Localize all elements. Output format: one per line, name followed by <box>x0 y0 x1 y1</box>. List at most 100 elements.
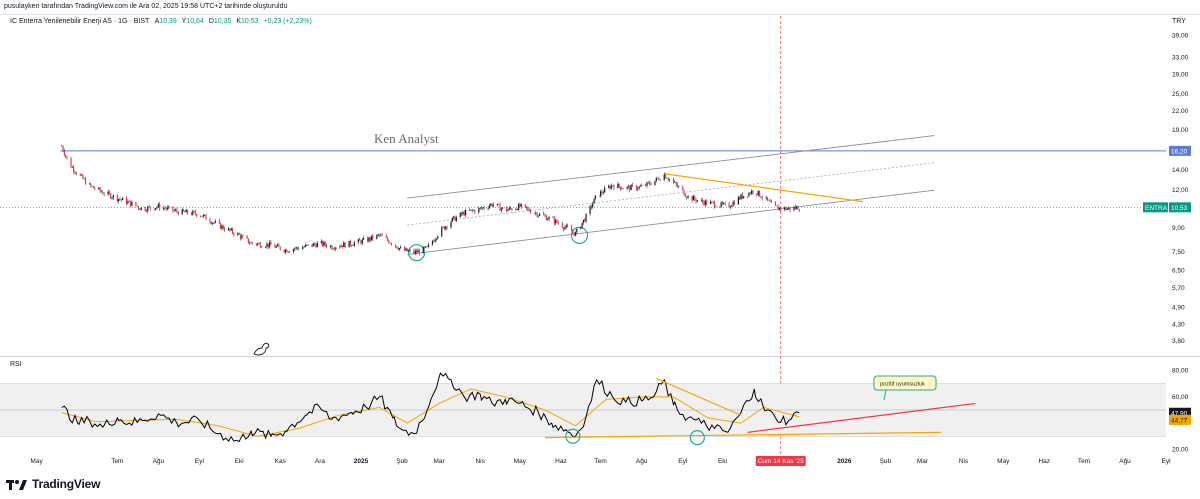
candle-body <box>434 239 436 242</box>
pane-separator[interactable] <box>0 356 1200 357</box>
candle-body <box>343 242 345 248</box>
candle-body <box>462 212 464 215</box>
candle-body <box>192 210 194 215</box>
candle-body <box>302 247 304 250</box>
candle-body <box>463 212 465 216</box>
candle-body <box>84 178 87 185</box>
candle-body <box>230 228 232 231</box>
candle-body <box>600 191 602 197</box>
candle-body <box>500 208 502 211</box>
candle-body <box>743 196 745 199</box>
candle-body <box>441 227 443 237</box>
candle-body <box>684 195 687 197</box>
candle-body <box>116 195 118 202</box>
candle-body <box>316 242 318 248</box>
candle-body <box>566 225 569 227</box>
candle-body <box>703 201 705 205</box>
close-value: 10,53 <box>241 18 259 25</box>
candle-body <box>284 249 287 253</box>
candle-body <box>292 249 295 252</box>
candle-body <box>196 214 198 217</box>
candle-body <box>770 201 773 203</box>
candle-body <box>287 251 289 253</box>
candle-body <box>502 207 504 209</box>
price-axis[interactable]: 39,00 33,00 29,00 25,00 22,00 19,00 14,00 12,00… <box>1172 33 1189 454</box>
candle-body <box>103 193 105 195</box>
candle-body <box>576 228 578 233</box>
brand-footer[interactable]: TradingView <box>6 476 100 492</box>
candle-body <box>79 173 81 176</box>
candle-body <box>733 201 736 205</box>
candle-body <box>65 155 67 157</box>
candle-body <box>394 244 397 247</box>
candle-body <box>398 248 400 250</box>
candle-body <box>724 203 726 204</box>
rsi-resistance-trendline <box>656 377 742 416</box>
candle-body <box>797 206 799 210</box>
candle-body <box>584 219 586 222</box>
time-tick-label: Eyl <box>678 458 688 465</box>
candle-body <box>539 213 541 216</box>
candle-body <box>303 246 305 248</box>
time-axis[interactable]: May Tem Ağu Eyl Eki Kas Ara 2025 Şub Mar Nis May Haz… <box>30 456 1171 466</box>
candle-body <box>555 219 557 224</box>
candle-body <box>333 248 336 250</box>
candle-body <box>279 246 281 250</box>
candle-body <box>126 197 128 204</box>
candle-body <box>696 200 698 202</box>
candle-body <box>709 201 712 205</box>
candle-body <box>181 209 183 215</box>
candle-body <box>304 245 306 247</box>
candle-body <box>194 211 197 215</box>
time-tick-label: Tem <box>1078 458 1090 465</box>
rsi-support-trendline <box>545 431 941 439</box>
candle-body <box>370 235 373 241</box>
candle-body <box>593 198 595 204</box>
candle-body <box>700 199 702 201</box>
annotation-callout[interactable]: pozitif uyumsuzluk <box>873 375 937 401</box>
candle-body <box>760 196 762 198</box>
price-bottom-circle <box>570 226 589 244</box>
candle-body <box>784 207 786 210</box>
candle-body <box>249 243 251 244</box>
candle-body <box>687 195 689 198</box>
candle-body <box>454 216 456 221</box>
candle-body <box>167 207 169 210</box>
candle-body <box>450 221 452 228</box>
candle-body <box>165 208 167 210</box>
candle-body <box>129 200 132 206</box>
candle-body <box>238 233 240 235</box>
candle-body <box>548 216 550 220</box>
candles <box>61 144 800 256</box>
candle-body <box>112 195 114 198</box>
price-tick-label: 3,80 <box>1172 338 1185 345</box>
dino-icon[interactable] <box>253 342 270 356</box>
candle-body <box>479 207 481 209</box>
candle-body <box>766 197 769 201</box>
candle-body <box>443 226 446 230</box>
time-tick-label: Şub <box>880 458 892 465</box>
candle-body <box>618 183 620 187</box>
rsi-title[interactable]: RSI <box>10 361 22 368</box>
candle-body <box>499 204 501 211</box>
candle-body <box>177 211 179 215</box>
candle-body <box>307 244 309 246</box>
time-tick-label: Haz <box>555 458 567 465</box>
candle-body <box>339 246 341 248</box>
candle-body <box>757 190 759 195</box>
candle-body <box>144 207 146 211</box>
time-tick-label: Mar <box>917 458 929 465</box>
rsi-tick-label: 60,00 <box>1172 394 1189 401</box>
candle-body <box>127 201 129 204</box>
candle-body <box>202 214 205 217</box>
tradingview-logo-icon <box>6 478 28 490</box>
change-value: +0,23 (+2,23%) <box>263 18 312 25</box>
candle-body <box>748 192 750 197</box>
symbol-title[interactable]: IC Enterra Yenilenebilir Enerji AS · 1G … <box>10 18 150 25</box>
candle-body <box>182 209 185 212</box>
candle-body <box>157 204 159 208</box>
currency-label[interactable]: TRY <box>1172 18 1186 25</box>
candle-body <box>516 208 518 210</box>
price-tick-label: 7,50 <box>1172 249 1185 256</box>
